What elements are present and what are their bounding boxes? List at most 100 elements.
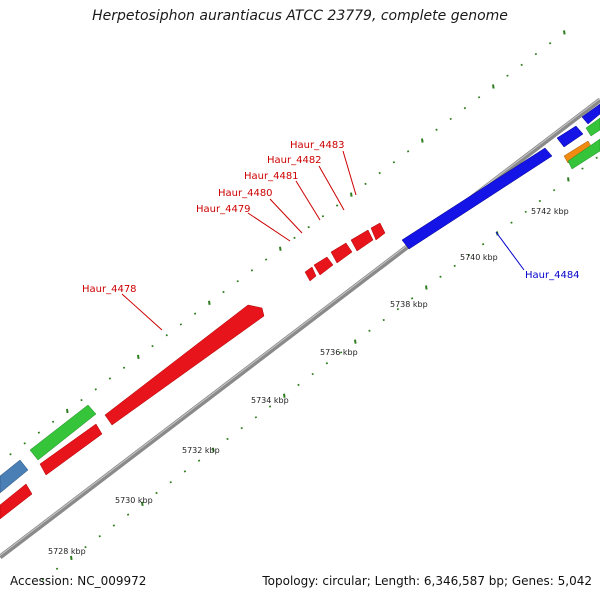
major-tick [66,408,69,414]
major-tick [350,192,353,197]
gene-arrow-red-left [0,483,33,520]
minor-tick [406,150,410,153]
major-tick [279,246,282,251]
minor-tick [463,107,467,110]
kbp-label: 5742 kbp [531,207,569,216]
minor-tick [151,344,154,348]
minor-tick [524,210,527,213]
minor-tick [435,128,438,131]
gene-label-haur-4480: Haur_4480 [218,188,273,199]
genome-summary: Topology: circular; Length: 6,346,587 bp… [262,574,592,588]
minor-tick [179,323,183,326]
minor-tick [534,52,538,56]
minor-tick [84,545,87,549]
minor-tick [382,318,385,322]
kbp-label: 5728 kbp [48,547,86,556]
gene-arrow-steel [0,459,29,494]
minor-tick [520,63,523,66]
minor-tick [307,225,310,229]
minor-tick [9,453,12,456]
major-tick [137,354,140,360]
minor-tick [297,383,300,386]
gene-label-haur-4481: Haur_4481 [244,171,299,182]
gene-arrow-haur-4481 [330,242,353,264]
kbp-label: 5732 kbp [182,446,220,455]
kbp-label: 5730 kbp [115,496,153,505]
minor-tick [481,243,485,246]
leader-haur-4478 [121,293,163,331]
gene-arrow-green-edge [585,117,600,137]
genome-title: Herpetosiphon aurantiacus ATCC 23779, co… [92,8,508,24]
minor-tick [311,372,314,376]
major-tick [212,447,215,452]
minor-tick [548,42,552,45]
gene-arrow-haur-4484 [401,147,553,250]
minor-tick [250,269,254,272]
minor-tick [41,578,45,581]
gene-label-haur-4483: Haur_4483 [290,140,345,151]
minor-tick [37,431,41,434]
gene-arrow-haur-4480 [313,256,334,276]
minor-tick [467,253,471,257]
minor-tick [98,535,101,538]
minor-tick [80,399,83,402]
major-tick [208,300,211,305]
gene-arrow-red-mid [39,423,103,476]
minor-tick [335,204,339,207]
tick-rows [9,30,598,581]
leader-haur-4480 [269,198,303,234]
gene-label-haur-4484: Haur_4484 [525,270,580,281]
minor-tick [169,481,172,484]
minor-tick [410,297,414,300]
gene-arrow-haur-4482 [350,229,374,252]
minor-tick [165,334,168,337]
leader-haur-4482 [318,165,345,211]
genome-backbone [0,98,600,559]
genome-backbone-highlight [0,98,600,556]
minor-tick [392,161,396,164]
gene-arrow-haur-4478 [104,304,265,426]
gene-arrow-haur-4483 [370,222,386,241]
gene-arrow-blue-edge [581,103,600,125]
minor-tick [55,567,59,570]
minor-tick [122,366,126,369]
major-tick [425,285,428,290]
leader-haur-4481 [295,180,321,221]
major-tick [141,501,144,506]
leader-haur-4483 [342,150,357,196]
minor-tick [226,437,229,441]
leader-haur-4484 [495,231,525,271]
major-tick [70,555,73,561]
lower-band-genes [0,423,103,520]
minor-tick [506,74,509,77]
kbp-label: 5740 kbp [460,253,498,262]
minor-tick [236,280,239,283]
accession-label: Accession: NC_009972 [10,574,147,588]
minor-tick [510,221,513,224]
gene-label-haur-4478: Haur_4478 [82,284,137,295]
minor-tick [108,377,112,380]
minor-tick [595,156,598,159]
minor-tick [453,264,456,268]
gene-label-haur-4479: Haur_4479 [196,204,251,215]
gene-arrow-blue-small [556,125,584,148]
leader-haur-4479 [247,212,291,242]
gene-label-haur-4482: Haur_4482 [267,155,322,166]
minor-tick [449,117,452,121]
minor-tick [23,442,26,445]
minor-tick [477,96,481,99]
minor-tick [94,388,97,391]
minor-tick [126,513,130,516]
minor-tick [325,362,329,365]
gene-labels: Haur_4478 Haur_4479 Haur_4480 Haur_4481 … [82,140,580,295]
minor-tick [264,258,268,261]
minor-tick [368,329,371,332]
minor-tick [254,416,258,419]
minor-tick [321,215,325,218]
major-tick [563,30,566,35]
kbp-label: 5734 kbp [251,396,289,405]
kbp-labels: 5728 kbp 5730 kbp 5732 kbp 5734 kbp 5736… [48,207,569,556]
minor-tick [364,182,367,185]
minor-tick [339,351,343,354]
